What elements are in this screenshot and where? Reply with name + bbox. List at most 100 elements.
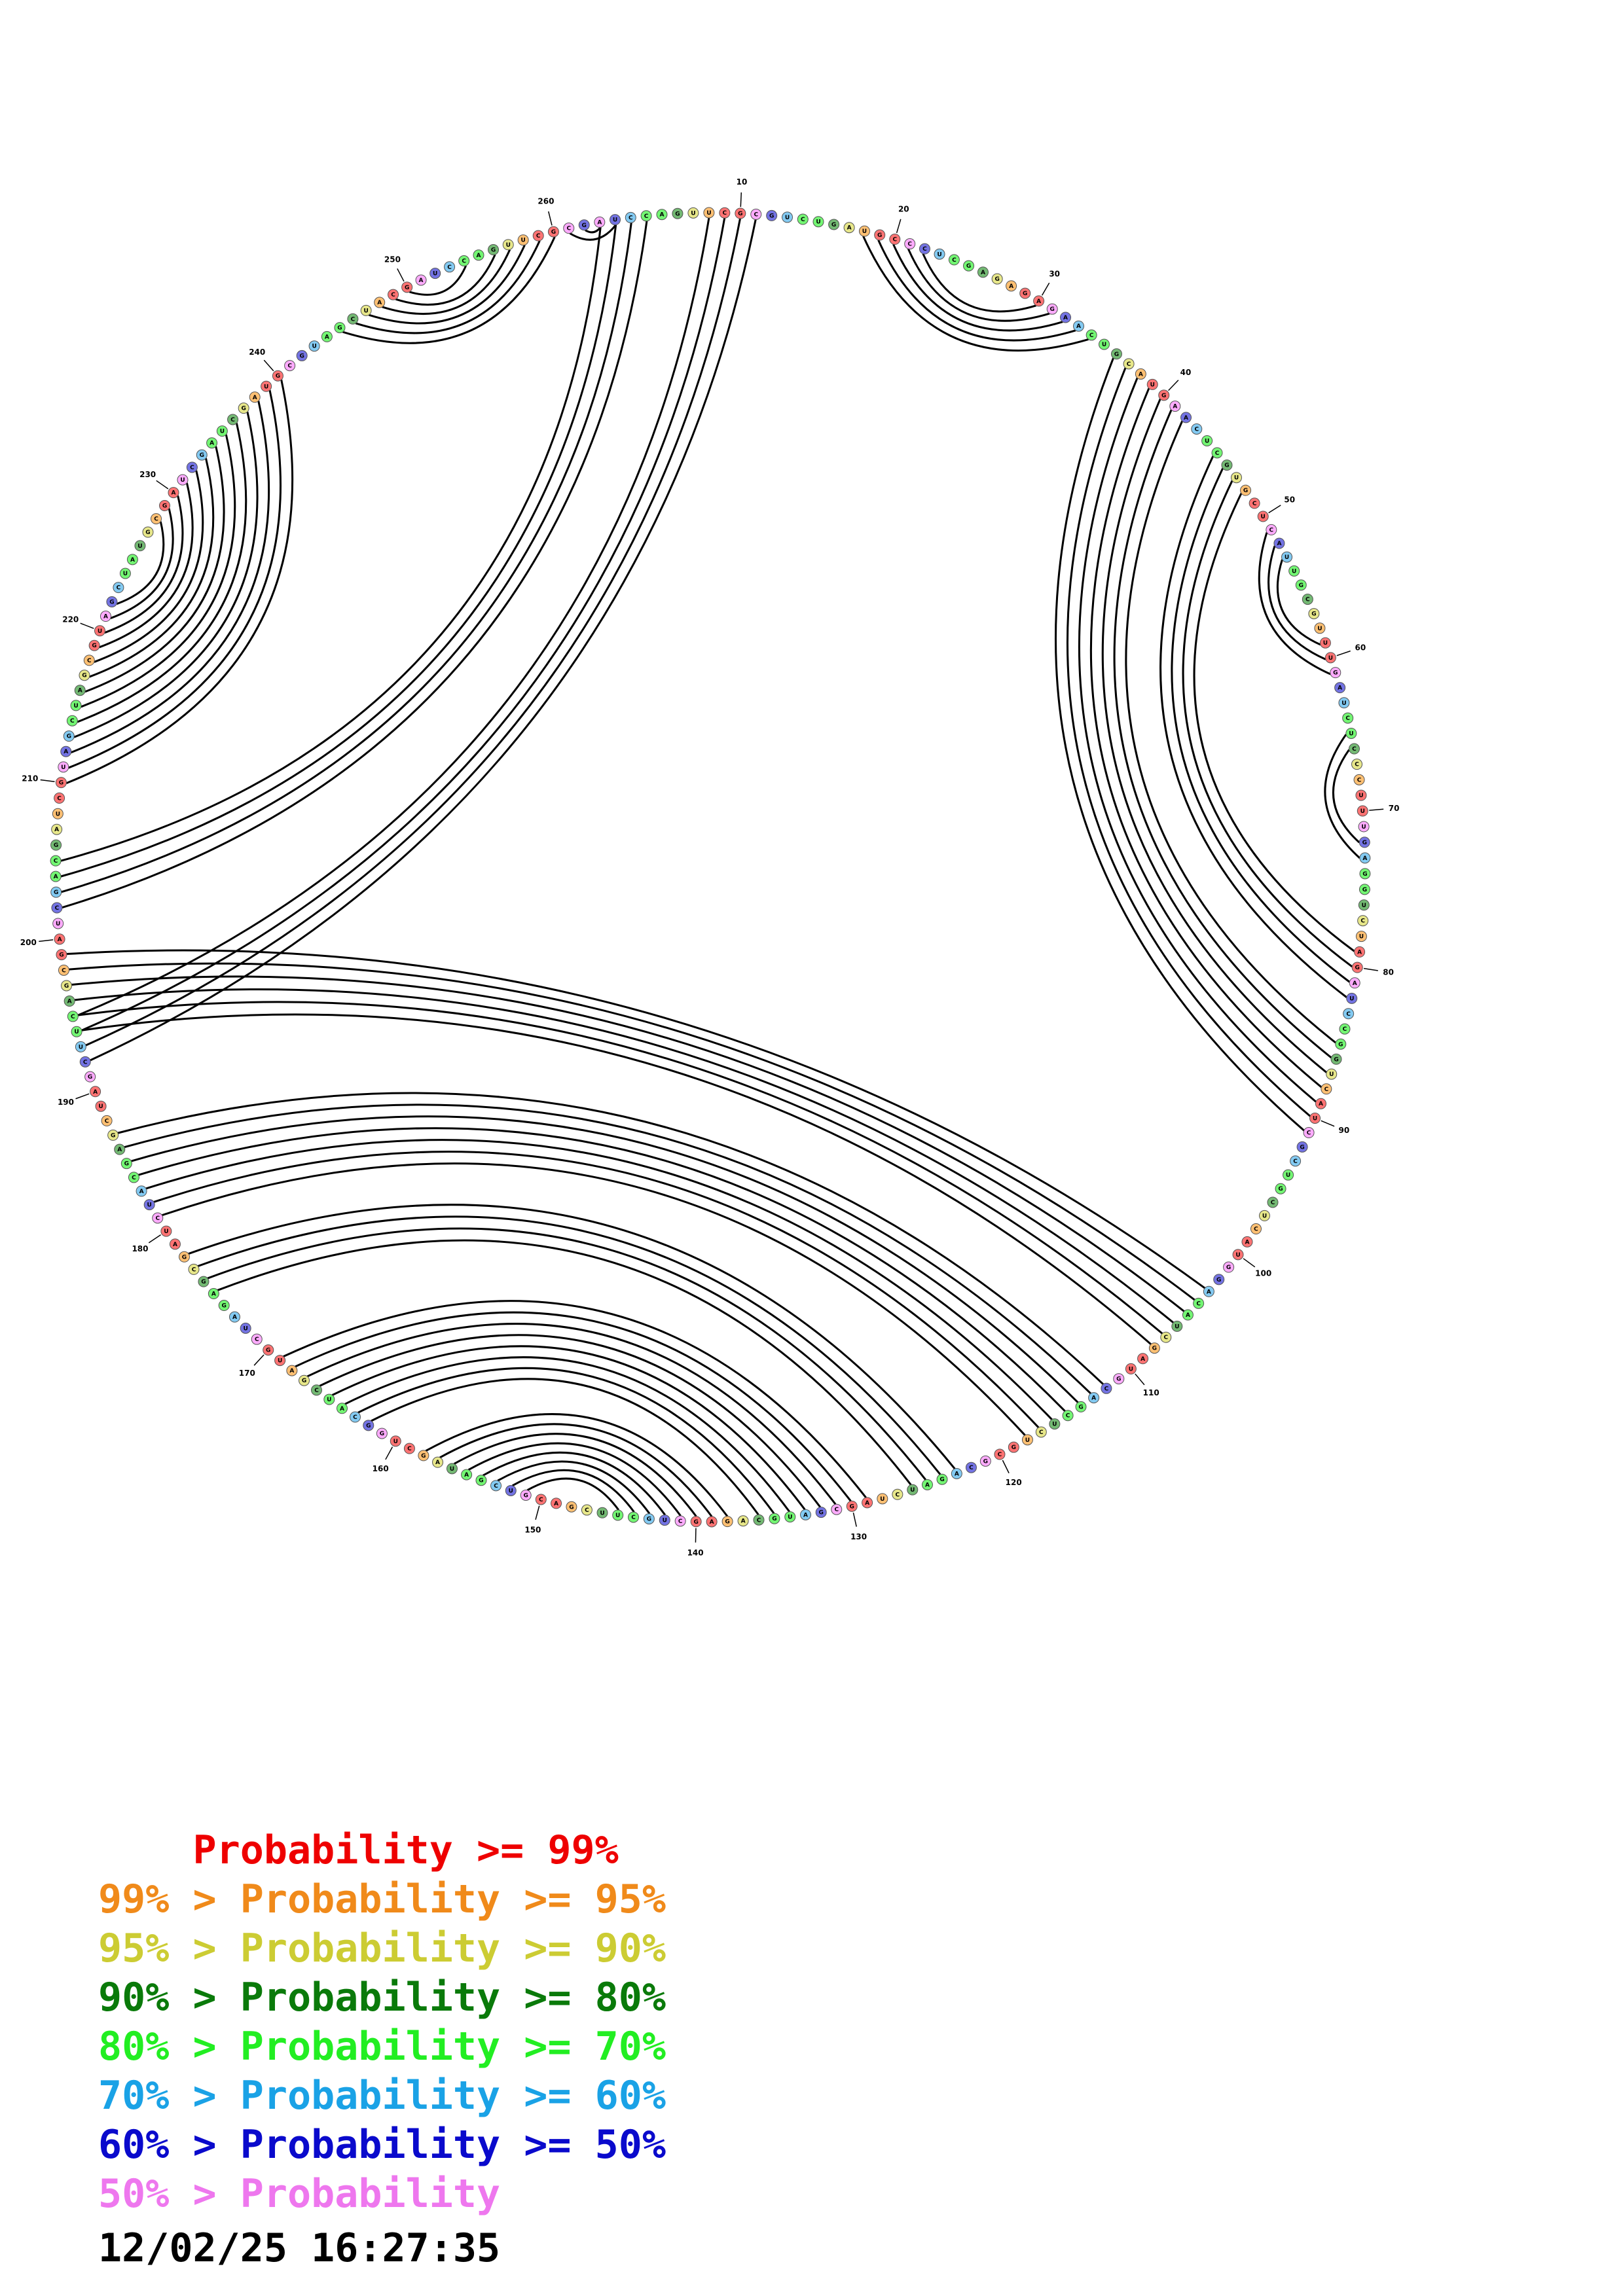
nucleotide-marker — [1267, 1196, 1279, 1208]
nucleotide-letter: A — [660, 212, 665, 219]
nucleotide-marker — [334, 322, 346, 334]
nucleotide-marker — [547, 226, 559, 238]
nucleotide-marker — [323, 1393, 335, 1405]
position-tick — [1002, 1460, 1010, 1474]
nucleotide-marker — [721, 1516, 733, 1528]
base-pair-arc — [483, 1451, 666, 1516]
nucleotide-letter: A — [597, 219, 602, 226]
nucleotide-letter: U — [1025, 1437, 1030, 1444]
nucleotide-letter: C — [353, 1414, 357, 1421]
nucleotide-marker — [1006, 280, 1017, 292]
nucleotide-letter: G — [1362, 871, 1367, 878]
base-pair-arc — [81, 434, 236, 708]
nucleotide-letter: G — [145, 529, 150, 536]
legend-label: Probability >= 50% — [240, 2122, 666, 2168]
nucleotide-letter: G — [337, 325, 342, 332]
nucleotide-marker — [1169, 401, 1181, 412]
nucleotide-letter: C — [71, 1014, 75, 1020]
nucleotide-marker — [1073, 320, 1085, 332]
base-pair-arc — [357, 1367, 775, 1515]
nucleotide-letter: C — [952, 257, 957, 264]
base-pair-arc — [1277, 559, 1321, 646]
base-pair-arc — [1267, 545, 1326, 660]
nucleotide-marker — [1231, 472, 1243, 484]
position-tick — [852, 1512, 857, 1527]
nucleotide-marker — [100, 611, 111, 622]
position-tick — [156, 480, 169, 490]
nucleotide-marker — [198, 1276, 210, 1287]
nucleotide-marker — [347, 313, 359, 325]
nucleotide-letter: G — [241, 406, 246, 412]
nucleotide-letter: A — [1140, 1356, 1145, 1363]
nucleotide-letter: A — [340, 1406, 344, 1412]
nucleotide-marker — [95, 1100, 107, 1112]
nucleotide-letter: U — [1349, 996, 1354, 1002]
nucleotide-marker — [84, 1071, 96, 1083]
nucleotide-letter: C — [1254, 1227, 1258, 1233]
nucleotide-letter: C — [87, 658, 92, 664]
nucleotide-marker — [227, 414, 239, 425]
nucleotide-marker — [921, 1479, 933, 1490]
base-pair-arc — [73, 411, 259, 738]
nucleotide-letter: A — [93, 1089, 98, 1096]
nucleotide-marker — [1273, 537, 1285, 549]
nucleotide-letter: U — [56, 921, 60, 927]
nucleotide-letter: C — [1215, 450, 1220, 457]
nucleotide-marker — [1338, 697, 1350, 709]
nucleotide-marker — [1193, 1297, 1205, 1309]
nucleotide-marker — [1283, 1169, 1294, 1181]
nucleotide-letter: C — [922, 246, 927, 253]
base-pair-arc — [453, 1433, 697, 1517]
position-tick — [39, 939, 54, 942]
nucleotide-letter: C — [1357, 777, 1362, 783]
nucleotide-letter: C — [801, 217, 805, 223]
nucleotide-letter: C — [892, 237, 897, 243]
nucleotide-letter: C — [631, 1515, 636, 1521]
nucleotide-letter: A — [865, 1500, 869, 1507]
nucleotide-marker — [75, 1041, 86, 1052]
nucleotide-marker — [951, 1467, 962, 1479]
nucleotide-letter: A — [1076, 323, 1081, 330]
nucleotide-marker — [1180, 412, 1192, 423]
nucleotide-letter: C — [998, 1452, 1002, 1458]
position-label: 70 — [1389, 804, 1400, 813]
base-pair-arc — [65, 379, 294, 785]
nucleotide-marker — [1135, 368, 1146, 380]
nucleotide-marker — [1314, 622, 1326, 634]
nucleotide-letter: C — [117, 585, 121, 592]
legend-label: Probability >= 70% — [240, 2024, 666, 2070]
nucleotide-marker — [674, 1515, 686, 1527]
position-tick — [1168, 380, 1179, 391]
position-labels: 10 20 30 40 50 60 70 80 90 100 110 120 130 140 150 160 1… — [20, 177, 1400, 1558]
nucleotide-letter: G — [405, 285, 409, 291]
nucleotide-marker — [874, 229, 886, 241]
legend-label: Probability >= 95% — [240, 1876, 666, 1922]
nucleotide-marker — [1221, 459, 1233, 471]
position-tick — [1321, 1120, 1335, 1127]
nucleotide-letter: A — [210, 440, 214, 447]
nucleotide-letter: C — [1164, 1335, 1169, 1341]
nucleotide-marker — [136, 1185, 147, 1197]
nucleotide-marker — [261, 380, 272, 392]
nucleotide-marker — [737, 1515, 749, 1527]
nucleotide-marker — [858, 225, 870, 237]
nucleotide-letter: C — [57, 795, 62, 802]
nucleotide-letter: G — [1050, 306, 1055, 313]
base-pair-arc — [153, 1151, 1040, 1429]
base-pair-arc — [116, 521, 165, 605]
nucleotide-letter: G — [569, 1504, 574, 1511]
nucleotide-letter: U — [1292, 568, 1296, 575]
nucleotide-letter: G — [109, 599, 114, 605]
nucleotide-letter: G — [1224, 463, 1229, 469]
nucleotide-letter: G — [1114, 351, 1119, 358]
nucleotide-letter: C — [70, 718, 75, 725]
nucleotide-marker — [1342, 712, 1354, 724]
nucleotide-letter: A — [232, 1314, 237, 1321]
nucleotide-letter: U — [244, 1325, 248, 1332]
nucleotide-marker — [1324, 652, 1336, 664]
nucleotide-marker — [159, 499, 171, 511]
nucleotide-letter: G — [994, 276, 999, 283]
position-tick — [1135, 1373, 1145, 1386]
position-label: 40 — [1180, 368, 1192, 377]
nucleotide-marker — [1334, 682, 1346, 694]
